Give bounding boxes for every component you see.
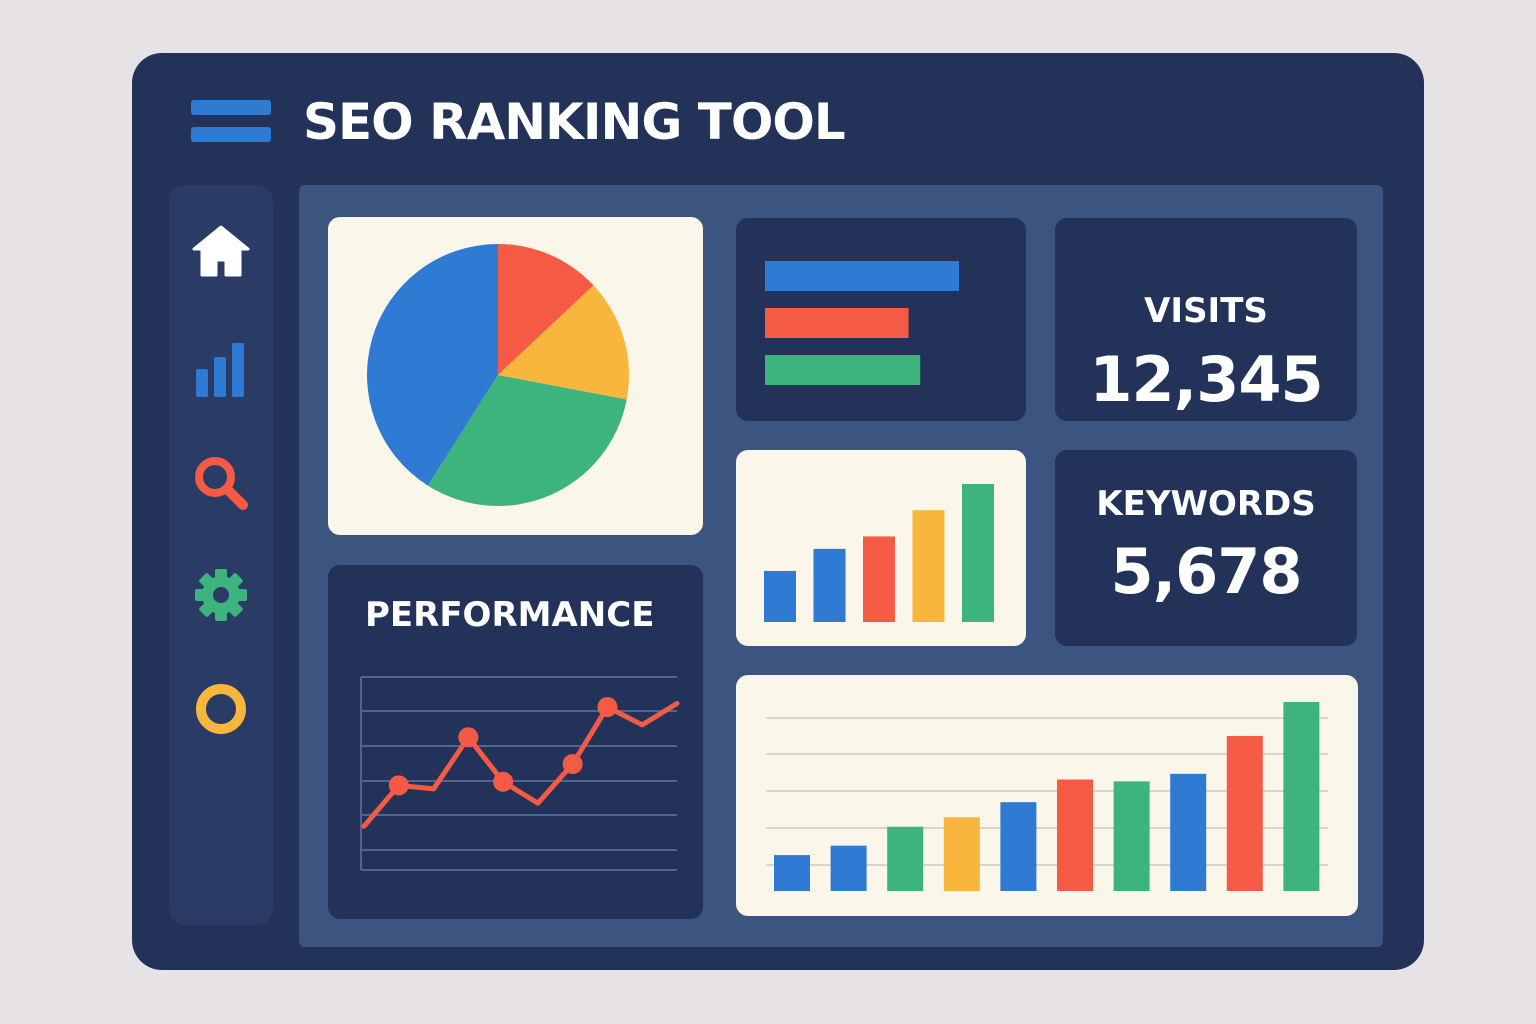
menu-bar-top xyxy=(191,100,271,115)
pie-slice xyxy=(427,375,627,506)
visits-card: VISITS 12,345 xyxy=(1055,218,1357,421)
chart-bar xyxy=(912,510,945,622)
horizontal-bar xyxy=(765,308,909,338)
keywords-value: 5,678 xyxy=(1110,535,1302,608)
sidebar xyxy=(169,185,273,925)
visits-label: VISITS xyxy=(1144,291,1268,331)
keywords-label: KEYWORDS xyxy=(1096,484,1316,524)
small-bar-chart-card xyxy=(736,450,1026,646)
large-bar-chart-card xyxy=(736,675,1358,916)
keywords-card: KEYWORDS 5,678 xyxy=(1055,450,1357,646)
performance-title: PERFORMANCE xyxy=(365,595,655,635)
chart-bar xyxy=(962,484,994,622)
sidebar-item-analytics[interactable] xyxy=(189,337,253,401)
pie-slice xyxy=(498,285,629,400)
app-title: SEO RANKING TOOL xyxy=(303,93,846,151)
performance-line-chart xyxy=(360,676,680,871)
chart-bar xyxy=(1057,779,1093,891)
chart-bar xyxy=(830,845,867,891)
pie-chart xyxy=(367,244,629,506)
data-point xyxy=(597,697,618,718)
chart-bar xyxy=(887,826,924,891)
chart-bar xyxy=(1170,773,1207,891)
performance-line xyxy=(361,700,680,829)
data-point xyxy=(458,727,479,748)
horizontal-bar-card xyxy=(736,218,1026,421)
chart-bar xyxy=(813,548,846,622)
chart-bar xyxy=(774,855,810,891)
small-bar-chart xyxy=(764,484,994,622)
performance-card: PERFORMANCE xyxy=(328,565,703,919)
large-bar-chart xyxy=(766,702,1328,891)
dashboard-panel: VISITS 12,345 KEYWORDS 5,678 PERFORMANCE xyxy=(299,185,1383,947)
app-window: SEO RANKING TOOL xyxy=(132,53,1424,970)
data-point xyxy=(388,775,409,796)
chart-bar xyxy=(1000,802,1037,891)
circle-icon xyxy=(196,684,246,734)
hamburger-menu-icon[interactable] xyxy=(191,100,271,144)
sidebar-item-search[interactable] xyxy=(189,451,253,515)
data-point xyxy=(493,771,514,792)
sidebar-item-settings[interactable] xyxy=(189,563,253,627)
chart-bar xyxy=(863,536,895,622)
pie-slice xyxy=(498,244,594,375)
pie-slice xyxy=(367,244,498,486)
data-point xyxy=(562,754,583,774)
bar-chart-icon xyxy=(196,343,244,397)
search-icon xyxy=(195,457,248,510)
horizontal-bar-chart xyxy=(765,261,959,385)
chart-bar xyxy=(943,817,980,891)
pie-chart-card xyxy=(328,217,703,535)
horizontal-bar xyxy=(765,355,921,385)
sidebar-item-home[interactable] xyxy=(189,219,253,283)
horizontal-bar xyxy=(765,261,959,291)
gear-icon xyxy=(195,569,247,621)
menu-bar-bottom xyxy=(191,127,271,142)
chart-bar xyxy=(1283,702,1320,891)
home-icon xyxy=(192,225,250,277)
chart-bar xyxy=(764,570,796,622)
sidebar-item-status[interactable] xyxy=(189,677,253,741)
visits-value: 12,345 xyxy=(1089,343,1323,416)
chart-bar xyxy=(1226,736,1263,891)
chart-bar xyxy=(1113,781,1150,891)
